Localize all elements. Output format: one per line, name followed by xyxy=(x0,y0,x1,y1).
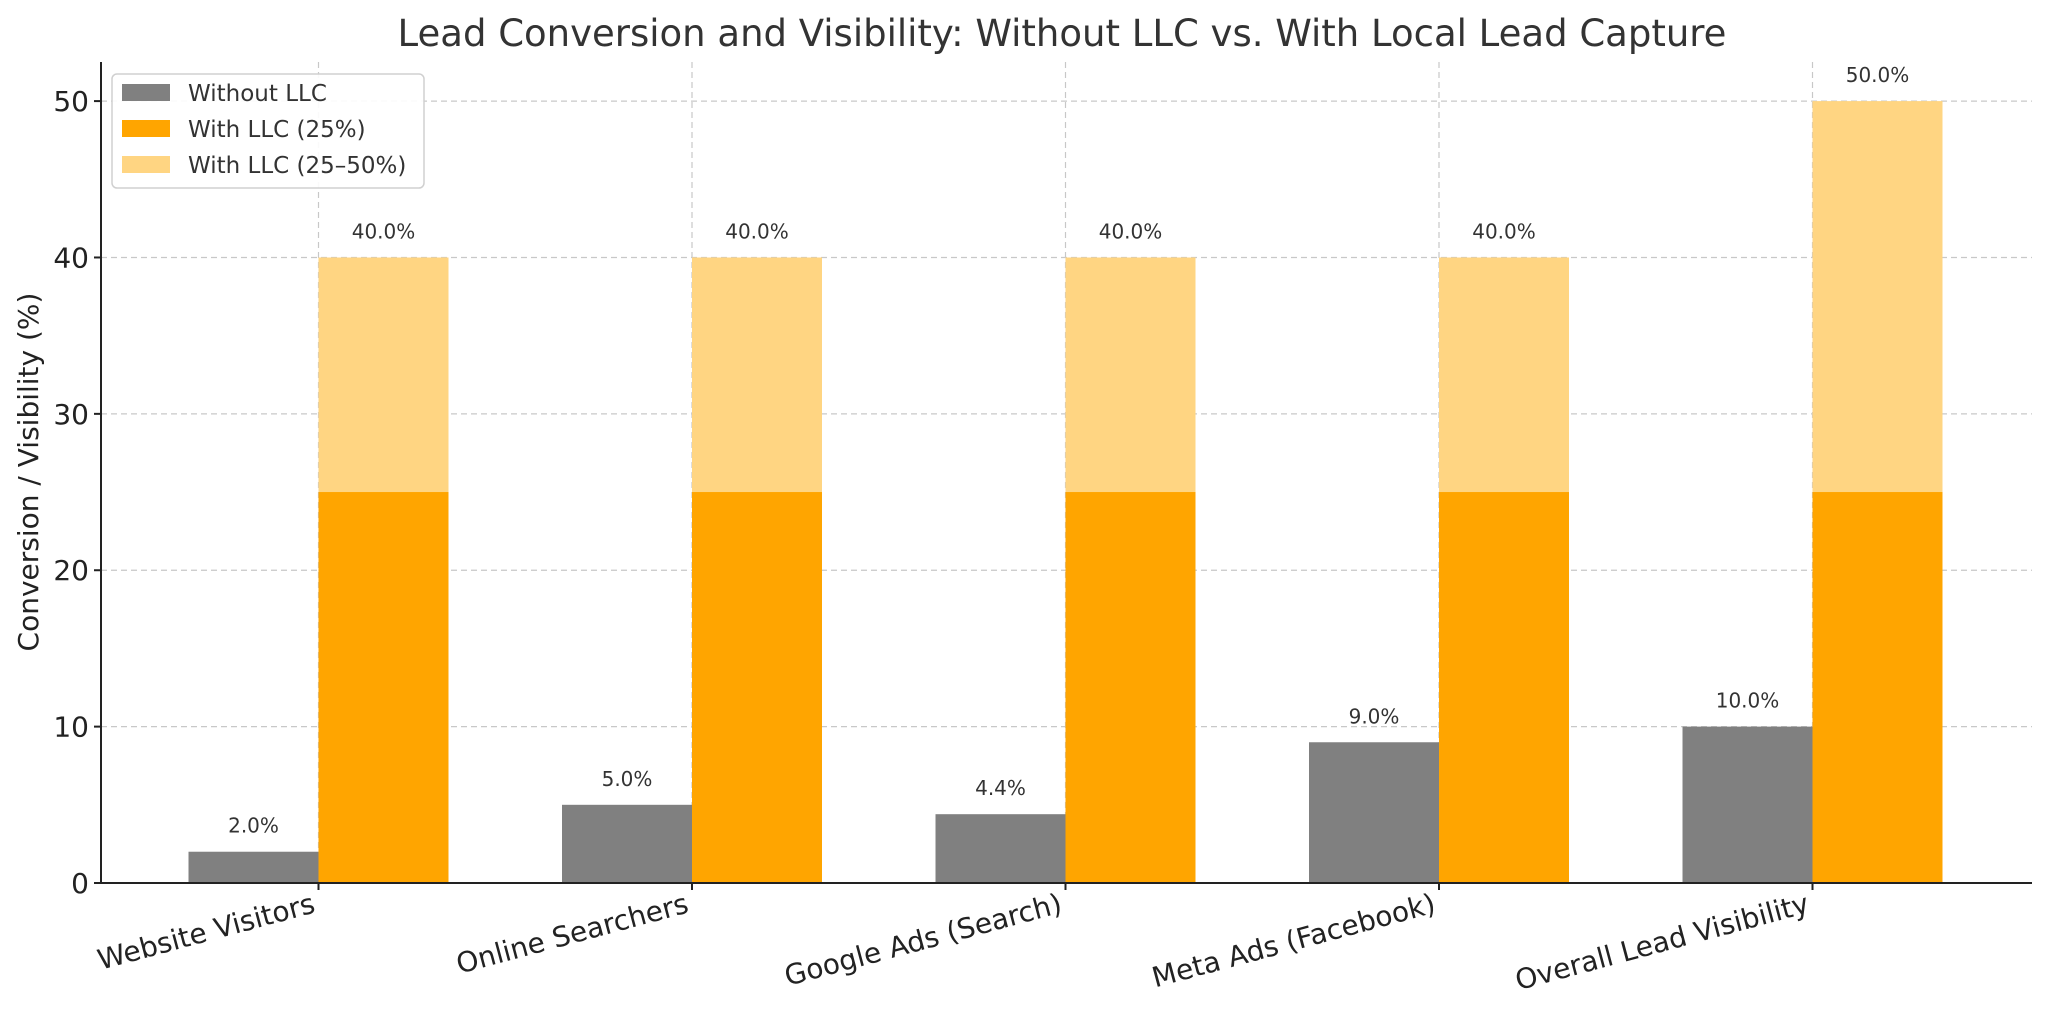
x-tick-label: Overall Lead Visibility xyxy=(1512,887,1813,997)
y-tick-label: 0 xyxy=(71,867,89,900)
bar-without-llc xyxy=(562,804,692,883)
bar-with-llc-25 xyxy=(1065,492,1196,883)
x-tick-label: Meta Ads (Facebook) xyxy=(1148,887,1438,994)
bar-with-llc-25 xyxy=(1439,492,1569,883)
y-tick-label: 50 xyxy=(53,85,89,118)
value-label-with-llc: 50.0% xyxy=(1846,63,1910,87)
value-label-without-llc: 2.0% xyxy=(228,814,279,838)
bar-with-llc-25 xyxy=(692,492,822,883)
legend-label: With LLC (25%) xyxy=(188,117,366,143)
bars xyxy=(188,101,1943,884)
value-labels: 2.0% 40.0% 5.0% 40.0% 4.4% 40.0% 9.0% 40.0% 10.0… xyxy=(228,63,1909,838)
chart-title: Lead Conversion and Visibility: Without … xyxy=(398,12,1727,55)
y-tick-label: 20 xyxy=(53,554,89,587)
legend-swatch xyxy=(122,84,170,101)
x-ticks: Website Visitors Online Searchers Google A… xyxy=(94,883,1814,997)
bar-with-llc-25 xyxy=(1812,492,1943,883)
y-tick-label: 30 xyxy=(53,398,89,431)
value-label-without-llc: 4.4% xyxy=(975,776,1026,800)
value-label-with-llc: 40.0% xyxy=(1472,219,1536,243)
legend-swatch xyxy=(122,120,170,137)
legend-swatch xyxy=(122,156,170,173)
y-ticks: 0 10 20 30 40 50 xyxy=(53,85,101,900)
legend-label: Without LLC xyxy=(188,81,327,107)
bar-without-llc xyxy=(188,851,319,883)
x-tick-label: Website Visitors xyxy=(94,887,318,977)
y-tick-label: 10 xyxy=(53,711,89,744)
legend-frame xyxy=(111,73,425,189)
bar-with-llc-25 xyxy=(318,492,449,883)
y-tick-label: 40 xyxy=(53,241,89,274)
x-tick-label: Google Ads (Search) xyxy=(781,887,1065,993)
bar-without-llc xyxy=(1309,742,1439,883)
value-label-with-llc: 40.0% xyxy=(1099,219,1163,243)
value-label-with-llc: 40.0% xyxy=(352,219,416,243)
value-label-without-llc: 5.0% xyxy=(602,767,653,791)
legend-items: Without LLC With LLC (25%) With LLC (25–50… xyxy=(122,81,406,179)
value-label-without-llc: 9.0% xyxy=(1349,704,1400,728)
legend: Without LLC With LLC (25%) With LLC (25–50… xyxy=(111,73,425,189)
bar-without-llc xyxy=(935,814,1066,883)
y-axis-label: Conversion / Visibility (%) xyxy=(12,293,45,652)
bar-without-llc xyxy=(1682,726,1813,883)
x-tick-label: Online Searchers xyxy=(453,887,692,981)
legend-label: With LLC (25–50%) xyxy=(188,153,406,179)
value-label-with-llc: 40.0% xyxy=(725,219,789,243)
value-label-without-llc: 10.0% xyxy=(1716,689,1780,713)
